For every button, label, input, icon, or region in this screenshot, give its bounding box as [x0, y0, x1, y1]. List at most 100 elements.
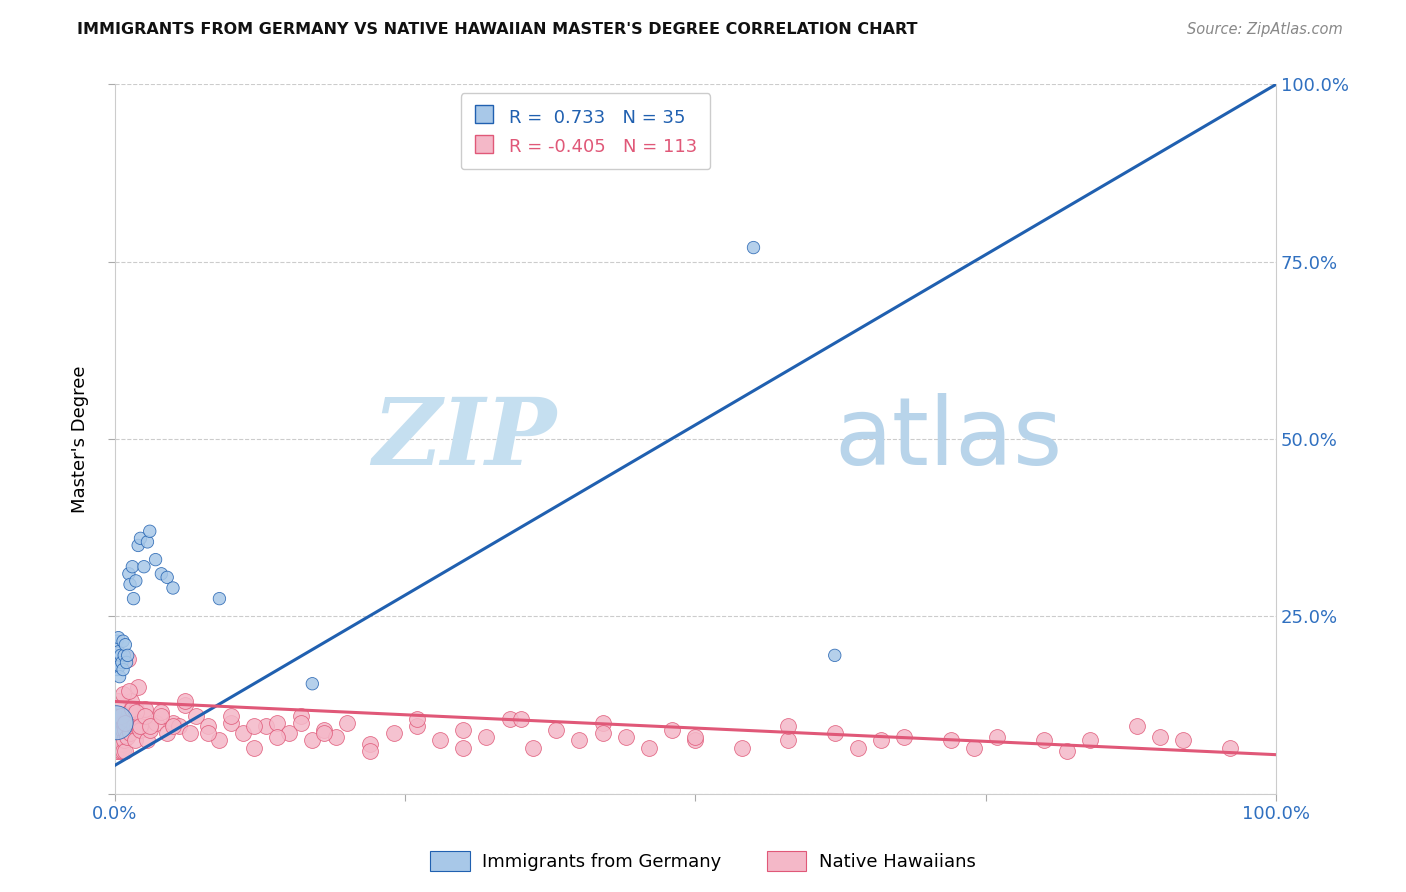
Point: [105, 663, 128, 677]
Point: [312, 723, 335, 737]
Point: [105, 715, 128, 730]
Point: [125, 705, 148, 719]
Text: ZIP: ZIP: [371, 394, 557, 484]
Point: [112, 723, 135, 737]
Point: [112, 744, 135, 758]
Point: [134, 708, 156, 723]
Point: [111, 715, 134, 730]
Point: [1149, 730, 1171, 744]
Point: [114, 715, 136, 730]
Point: [108, 733, 131, 747]
Point: [173, 698, 195, 712]
Point: [117, 652, 139, 666]
Point: [162, 715, 184, 730]
Legend: Immigrants from Germany, Native Hawaiians: Immigrants from Germany, Native Hawaiian…: [423, 844, 983, 879]
Point: [186, 708, 208, 723]
Point: [266, 715, 288, 730]
Point: [824, 726, 846, 740]
Point: [173, 694, 195, 708]
Point: [963, 740, 986, 755]
Point: [124, 733, 146, 747]
Point: [107, 694, 129, 708]
Point: [115, 730, 138, 744]
Point: [510, 712, 533, 726]
Point: [325, 730, 347, 744]
Point: [685, 730, 707, 744]
Point: [150, 708, 173, 723]
Point: [112, 634, 135, 648]
Point: [405, 712, 427, 726]
Point: [336, 715, 359, 730]
Point: [167, 719, 190, 733]
Point: [592, 715, 614, 730]
Point: [475, 730, 498, 744]
Point: [136, 535, 159, 549]
Point: [685, 733, 707, 747]
Point: [112, 715, 135, 730]
Point: [243, 719, 266, 733]
Point: [118, 577, 141, 591]
Point: [139, 719, 162, 733]
Point: [301, 677, 323, 691]
Point: [117, 648, 139, 663]
Point: [451, 723, 474, 737]
Point: [742, 241, 765, 255]
Point: [208, 733, 231, 747]
Point: [1078, 733, 1101, 747]
Point: [1056, 744, 1078, 758]
Point: [232, 726, 254, 740]
Point: [118, 726, 141, 740]
Point: [208, 591, 231, 606]
Point: [111, 656, 134, 670]
Point: [114, 744, 136, 758]
Point: [145, 552, 167, 566]
Point: [145, 715, 167, 730]
Point: [122, 719, 145, 733]
Point: [110, 708, 132, 723]
Point: [266, 730, 288, 744]
Point: [139, 723, 162, 737]
Point: [108, 670, 131, 684]
Point: [846, 740, 869, 755]
Point: [107, 719, 129, 733]
Point: [121, 559, 143, 574]
Point: [290, 715, 312, 730]
Point: [120, 694, 142, 708]
Point: [129, 719, 152, 733]
Point: [110, 648, 132, 663]
Point: [132, 559, 155, 574]
Point: [475, 134, 498, 148]
Point: [108, 659, 131, 673]
Point: [105, 723, 128, 737]
Point: [122, 591, 145, 606]
Point: [127, 538, 149, 552]
Point: [115, 712, 138, 726]
Point: [1171, 733, 1194, 747]
Point: [405, 719, 427, 733]
Point: [115, 656, 138, 670]
Point: [219, 708, 242, 723]
Point: [870, 733, 893, 747]
Point: [156, 726, 179, 740]
Point: [778, 719, 800, 733]
Point: [429, 733, 451, 747]
Point: [105, 634, 128, 648]
Point: [312, 726, 335, 740]
Point: [661, 723, 683, 737]
Point: [359, 744, 381, 758]
Point: [568, 733, 591, 747]
Point: [150, 705, 173, 719]
Point: [112, 687, 135, 701]
Point: [118, 683, 141, 698]
Point: [939, 733, 962, 747]
Point: [129, 723, 152, 737]
Point: [254, 719, 277, 733]
Point: [112, 648, 135, 663]
Point: [986, 730, 1008, 744]
Point: [243, 740, 266, 755]
Point: [162, 719, 184, 733]
Point: [1125, 719, 1147, 733]
Point: [522, 740, 544, 755]
Point: [150, 566, 173, 581]
Point: [451, 740, 474, 755]
